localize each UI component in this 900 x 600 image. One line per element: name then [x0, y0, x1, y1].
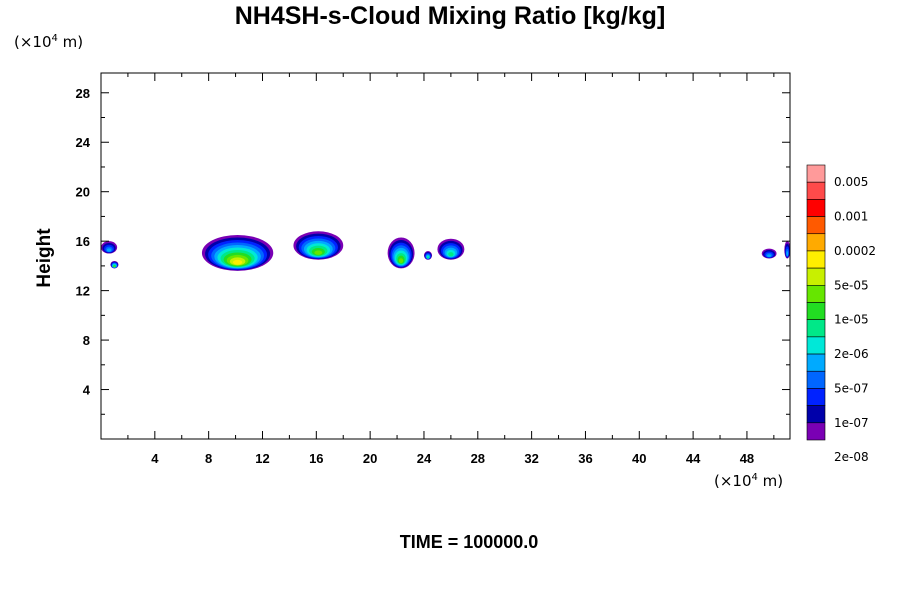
y-tick-label: 28	[76, 86, 90, 101]
colorbar-label: 2e-06	[834, 347, 869, 361]
colorbar-swatch	[806, 199, 826, 217]
cloud-contour	[398, 258, 404, 264]
y-tick-label: 12	[76, 284, 90, 299]
y-axis-unit-label: (×104 m)	[14, 33, 83, 51]
cloud-contour	[314, 250, 323, 255]
colorbar: 0.005 0.001 0.0002 5e-05 1e-05 2e-06 5e-07 1e-0…	[806, 164, 876, 464]
x-axis-unit-label: (×104 m)	[714, 472, 783, 490]
y-unit-prefix: (×10	[14, 33, 52, 51]
x-tick-label: 36	[578, 451, 592, 466]
colorbar-label: 0.005	[834, 175, 868, 189]
colorbar-swatch	[806, 388, 826, 406]
cloud-region	[201, 234, 274, 271]
cloud-region	[437, 238, 465, 260]
colorbar-label: 5e-07	[834, 381, 869, 395]
colorbar-swatch	[806, 405, 826, 424]
x-unit-suffix: m)	[757, 472, 784, 490]
cloud-region	[387, 237, 415, 269]
y-tick-label: 20	[76, 185, 90, 200]
y-unit-suffix: m)	[57, 33, 84, 51]
cloud-region	[293, 231, 344, 260]
colorbar-label: 1e-05	[834, 313, 869, 327]
cloud-contour	[786, 251, 789, 256]
colorbar-swatch	[806, 250, 826, 269]
y-tick-label: 8	[83, 333, 90, 348]
x-tick-label: 48	[740, 451, 754, 466]
colorbar-label: 0.001	[834, 210, 868, 224]
cloud-region	[761, 248, 777, 259]
colorbar-swatch	[806, 285, 826, 303]
colorbar-label: 2e-08	[834, 450, 869, 464]
cloud-contour	[427, 256, 429, 259]
x-tick-label: 32	[524, 451, 538, 466]
y-axis-label: Height	[34, 228, 55, 288]
colorbar-label: 1e-07	[834, 416, 869, 430]
chart-title: NH4SH-s-Cloud Mixing Ratio [kg/kg]	[234, 2, 666, 30]
cloud-contour	[448, 252, 454, 257]
x-unit-exponent: 4	[751, 472, 758, 483]
cloud-region	[110, 260, 119, 269]
cloud-contour	[106, 248, 112, 252]
time-label: TIME = 100000.0	[399, 532, 539, 552]
x-tick-label: 24	[417, 451, 432, 466]
colorbar-swatch	[806, 319, 826, 338]
cloud-contour	[767, 254, 772, 258]
cloud-region	[784, 241, 790, 259]
cloud-contour	[232, 259, 243, 265]
colorbar-swatch	[806, 422, 826, 441]
y-tick-label: 24	[76, 135, 91, 150]
plot-frame	[100, 72, 791, 440]
cloud-region	[101, 241, 118, 254]
x-tick-label: 8	[205, 451, 212, 466]
cloud-region	[423, 251, 433, 260]
y-unit-exponent: 4	[51, 33, 58, 44]
colorbar-swatch	[806, 302, 826, 320]
x-tick-label: 4	[151, 451, 159, 466]
x-tick-label: 20	[363, 451, 377, 466]
cloud-layer	[101, 231, 790, 271]
x-unit-prefix: (×10	[714, 472, 752, 490]
colorbar-swatch	[806, 181, 826, 200]
colorbar-swatch	[806, 267, 826, 286]
x-tick-label: 28	[471, 451, 485, 466]
cloud-contour	[113, 265, 116, 268]
colorbar-swatch	[806, 370, 826, 389]
x-tick-label: 16	[309, 451, 323, 466]
colorbar-label: 5e-05	[834, 278, 869, 292]
y-tick-label: 4	[83, 383, 91, 398]
colorbar-swatch	[806, 353, 826, 372]
colorbar-swatch	[806, 336, 826, 355]
colorbar-label: 0.0002	[834, 244, 876, 258]
colorbar-swatch	[806, 164, 826, 183]
colorbar-swatch	[806, 216, 826, 235]
colorbar-swatch	[806, 233, 826, 252]
x-tick-label: 12	[255, 451, 269, 466]
y-tick-label: 16	[76, 234, 90, 249]
x-tick-label: 40	[632, 451, 646, 466]
x-tick-label: 44	[686, 451, 701, 466]
